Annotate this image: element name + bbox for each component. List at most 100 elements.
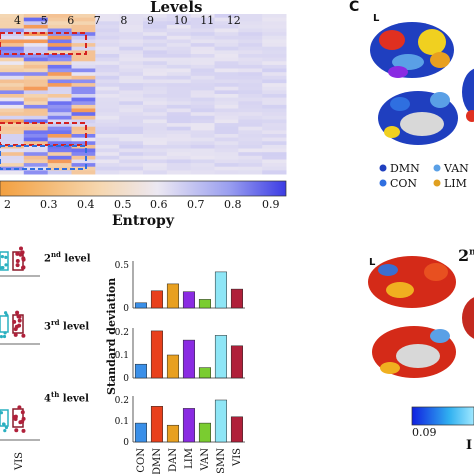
heatmap-cell (71, 94, 96, 99)
heatmap-cell (0, 163, 25, 168)
heatmap-cell (47, 148, 72, 153)
heatmap-cell (190, 152, 215, 157)
colorbar-tick-label: 0.7 (187, 198, 205, 211)
heatmap-cell (71, 57, 96, 62)
heatmap-cell (47, 57, 72, 62)
bar-category-label: SMN (216, 448, 227, 474)
heatmap-cell (143, 32, 168, 37)
heatmap-cell (166, 101, 192, 106)
legend-swatch (433, 179, 441, 187)
heatmap-cell (143, 57, 168, 62)
heatmap-cell (214, 148, 239, 153)
heatmap-cell (214, 54, 239, 59)
heatmap-cell (166, 155, 192, 160)
heatmap-cell (95, 141, 120, 146)
heatmap-cell (166, 86, 192, 91)
heatmap-cell (190, 126, 215, 131)
heatmap-cell (23, 101, 49, 106)
heatmap-cell (214, 14, 239, 19)
heatmap-cell (262, 166, 287, 171)
heatmap-cell (214, 72, 239, 77)
heatmap-cell (238, 104, 263, 109)
heatmap-cell (23, 166, 49, 171)
panel-c-hemi-label: L (373, 13, 380, 24)
heatmap-cell (214, 119, 239, 124)
bar-lim (182, 291, 195, 309)
heatmap-cell (143, 108, 168, 113)
level-tick-label: 5 (40, 14, 48, 27)
heatmap-cell (95, 94, 120, 99)
heatmap-cell (95, 86, 120, 91)
bar-lim (182, 408, 195, 443)
brain-d-lateral (368, 256, 456, 308)
std-colorbar-label-fragment: I (466, 438, 473, 453)
heatmap-cell (119, 35, 144, 40)
heatmap-cell (214, 75, 239, 80)
bar-y-tick: 0 (123, 374, 129, 384)
heatmap-cell (143, 43, 168, 48)
heatmap-cell (214, 108, 239, 113)
heatmap-cell (119, 97, 144, 102)
heatmap-cell (143, 24, 168, 29)
heatmap-cell (95, 152, 120, 157)
bar-dan (166, 424, 179, 443)
heatmap-cell (262, 148, 287, 153)
heatmap-cell (47, 43, 72, 48)
heatmap-cell (47, 141, 72, 146)
heatmap-cell (214, 141, 239, 146)
level-label-3rd: 3rd level (44, 318, 90, 333)
box-point (0, 411, 3, 415)
heatmap-cell (238, 159, 263, 164)
heatmap-cell (166, 170, 192, 175)
panel-d-title: 2n (458, 246, 474, 265)
brain-c-lateral (370, 22, 454, 78)
heatmap-cell (190, 90, 215, 95)
heatmap-cell (95, 163, 120, 168)
heatmap-cell (262, 159, 287, 164)
heatmap-cell (190, 50, 215, 55)
heatmap-cell (23, 97, 49, 102)
bar-category-label: DAN (168, 448, 179, 472)
bar-lim (182, 339, 195, 379)
heatmap-cell (143, 130, 168, 135)
heatmap-cell (166, 50, 192, 55)
heatmap-cell (214, 144, 239, 149)
heatmap-cell (119, 126, 144, 131)
heatmap-cell (0, 32, 25, 37)
heatmap-cell (71, 104, 96, 109)
bar-y-tick: 0.2 (115, 328, 129, 338)
heatmap-cell (119, 112, 144, 117)
heatmap-cell (166, 108, 192, 113)
heatmap-cell (238, 43, 263, 48)
heatmap-cell (262, 24, 287, 29)
brain-c-partial (462, 68, 474, 122)
heatmap-cell (143, 75, 168, 80)
heatmap-cell (143, 54, 168, 59)
heatmap-cell (95, 119, 120, 124)
heatmap-cell (262, 126, 287, 131)
box-point (21, 428, 26, 433)
heatmap-cell (119, 61, 144, 66)
heatmap-cell (143, 79, 168, 84)
heatmap-cell (71, 112, 96, 117)
heatmap-cell (23, 104, 49, 109)
heatmap-cell (0, 112, 25, 117)
heatmap-cell (190, 17, 215, 22)
heatmap-cell (119, 14, 144, 19)
heatmap-cell (23, 148, 49, 153)
heatmap-cell (190, 21, 215, 26)
heatmap-cell (143, 126, 168, 131)
box-point (12, 319, 17, 324)
heatmap-cell (166, 72, 192, 77)
heatmap-cell (95, 68, 120, 73)
heatmap-cell (143, 90, 168, 95)
heatmap-cell (0, 170, 25, 175)
bar-category-label: CON (136, 448, 147, 473)
heatmap-cell (238, 75, 263, 80)
heatmap-cell (119, 159, 144, 164)
box-point (21, 257, 26, 262)
box-point (2, 422, 6, 426)
legend-swatch (433, 164, 441, 172)
